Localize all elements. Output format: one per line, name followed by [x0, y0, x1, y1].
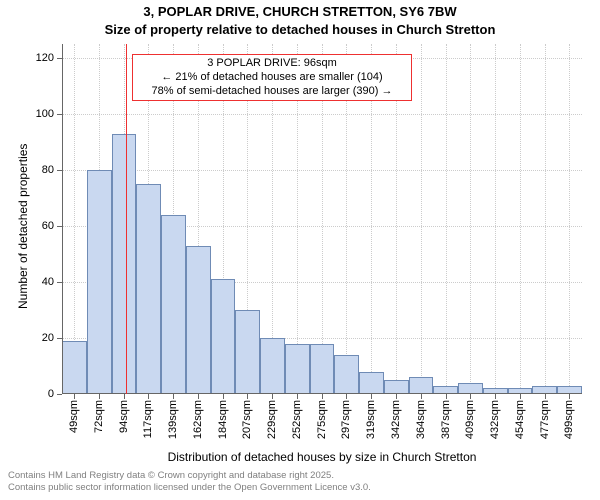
x-tick-mark: [99, 394, 100, 399]
histogram-bar: [384, 380, 409, 394]
x-tick-mark: [520, 394, 521, 399]
y-tick-label: 20: [24, 332, 54, 344]
x-tick-mark: [74, 394, 75, 399]
y-tick-label: 60: [24, 220, 54, 232]
x-tick-mark: [470, 394, 471, 399]
grid-line-vertical: [569, 44, 570, 394]
grid-line-vertical: [495, 44, 496, 394]
x-tick-label: 387sqm: [440, 400, 452, 439]
x-tick-label: 275sqm: [316, 400, 328, 439]
x-tick-mark: [124, 394, 125, 399]
grid-line-vertical: [520, 44, 521, 394]
histogram-bar: [136, 184, 161, 394]
x-tick-mark: [446, 394, 447, 399]
x-tick-mark: [495, 394, 496, 399]
grid-line-vertical: [545, 44, 546, 394]
x-tick-label: 477sqm: [539, 400, 551, 439]
x-tick-mark: [297, 394, 298, 399]
histogram-bar: [112, 134, 137, 394]
x-tick-label: 94sqm: [118, 400, 130, 433]
grid-line-vertical: [446, 44, 447, 394]
x-tick-mark: [173, 394, 174, 399]
y-tick-mark: [57, 394, 62, 395]
annotation-line-3: 78% of semi-detached houses are larger (…: [137, 85, 407, 99]
x-tick-mark: [421, 394, 422, 399]
grid-line-vertical: [421, 44, 422, 394]
y-tick-label: 0: [24, 388, 54, 400]
x-tick-label: 229sqm: [266, 400, 278, 439]
histogram-bar: [235, 310, 260, 394]
x-tick-label: 117sqm: [142, 400, 154, 438]
histogram-bar: [161, 215, 186, 394]
x-tick-mark: [148, 394, 149, 399]
x-tick-label: 252sqm: [291, 400, 303, 439]
annotation-line-1: 3 POPLAR DRIVE: 96sqm: [137, 57, 407, 71]
y-tick-label: 120: [24, 52, 54, 64]
histogram-bar: [334, 355, 359, 394]
x-axis-title: Distribution of detached houses by size …: [62, 450, 582, 464]
histogram-bar: [409, 377, 434, 394]
x-tick-label: 162sqm: [192, 400, 204, 439]
histogram-bar: [260, 338, 285, 394]
histogram-bar: [310, 344, 335, 394]
x-tick-label: 72sqm: [93, 400, 105, 433]
footer-attribution: Contains HM Land Registry data © Crown c…: [8, 470, 600, 494]
x-tick-label: 184sqm: [217, 400, 229, 439]
x-tick-mark: [272, 394, 273, 399]
chart-title-subtitle: Size of property relative to detached ho…: [0, 22, 600, 37]
x-tick-label: 454sqm: [514, 400, 526, 439]
x-tick-label: 409sqm: [464, 400, 476, 439]
y-axis-line: [62, 44, 63, 394]
annotation-box: 3 POPLAR DRIVE: 96sqm← 21% of detached h…: [132, 54, 412, 101]
plot-area: 02040608010012049sqm72sqm94sqm117sqm139s…: [62, 44, 582, 394]
y-tick-label: 80: [24, 164, 54, 176]
histogram-bar: [62, 341, 87, 394]
footer-line2: Contains public sector information licen…: [8, 482, 600, 494]
annotation-line-2: ← 21% of detached houses are smaller (10…: [137, 71, 407, 85]
property-size-chart: 3, POPLAR DRIVE, CHURCH STRETTON, SY6 7B…: [0, 0, 600, 500]
x-tick-mark: [322, 394, 323, 399]
y-tick-label: 40: [24, 276, 54, 288]
x-tick-label: 49sqm: [68, 400, 80, 433]
footer-line1: Contains HM Land Registry data © Crown c…: [8, 470, 600, 482]
histogram-bar: [87, 170, 112, 394]
x-tick-label: 139sqm: [167, 400, 179, 439]
property-marker-line: [126, 44, 127, 394]
x-axis-line: [62, 393, 582, 394]
x-tick-label: 207sqm: [241, 400, 253, 439]
x-tick-label: 297sqm: [340, 400, 352, 439]
x-tick-label: 499sqm: [563, 400, 575, 439]
y-tick-label: 100: [24, 108, 54, 120]
x-tick-mark: [569, 394, 570, 399]
histogram-bar: [186, 246, 211, 394]
chart-title-address: 3, POPLAR DRIVE, CHURCH STRETTON, SY6 7B…: [0, 4, 600, 19]
x-tick-mark: [198, 394, 199, 399]
x-tick-mark: [346, 394, 347, 399]
x-tick-mark: [223, 394, 224, 399]
x-tick-mark: [396, 394, 397, 399]
x-tick-mark: [545, 394, 546, 399]
x-tick-label: 364sqm: [415, 400, 427, 439]
histogram-bar: [359, 372, 384, 394]
grid-line-vertical: [470, 44, 471, 394]
x-tick-label: 342sqm: [390, 400, 402, 439]
histogram-bar: [285, 344, 310, 394]
x-tick-mark: [247, 394, 248, 399]
x-tick-mark: [371, 394, 372, 399]
histogram-bar: [211, 279, 236, 394]
x-tick-label: 432sqm: [489, 400, 501, 439]
x-tick-label: 319sqm: [365, 400, 377, 439]
